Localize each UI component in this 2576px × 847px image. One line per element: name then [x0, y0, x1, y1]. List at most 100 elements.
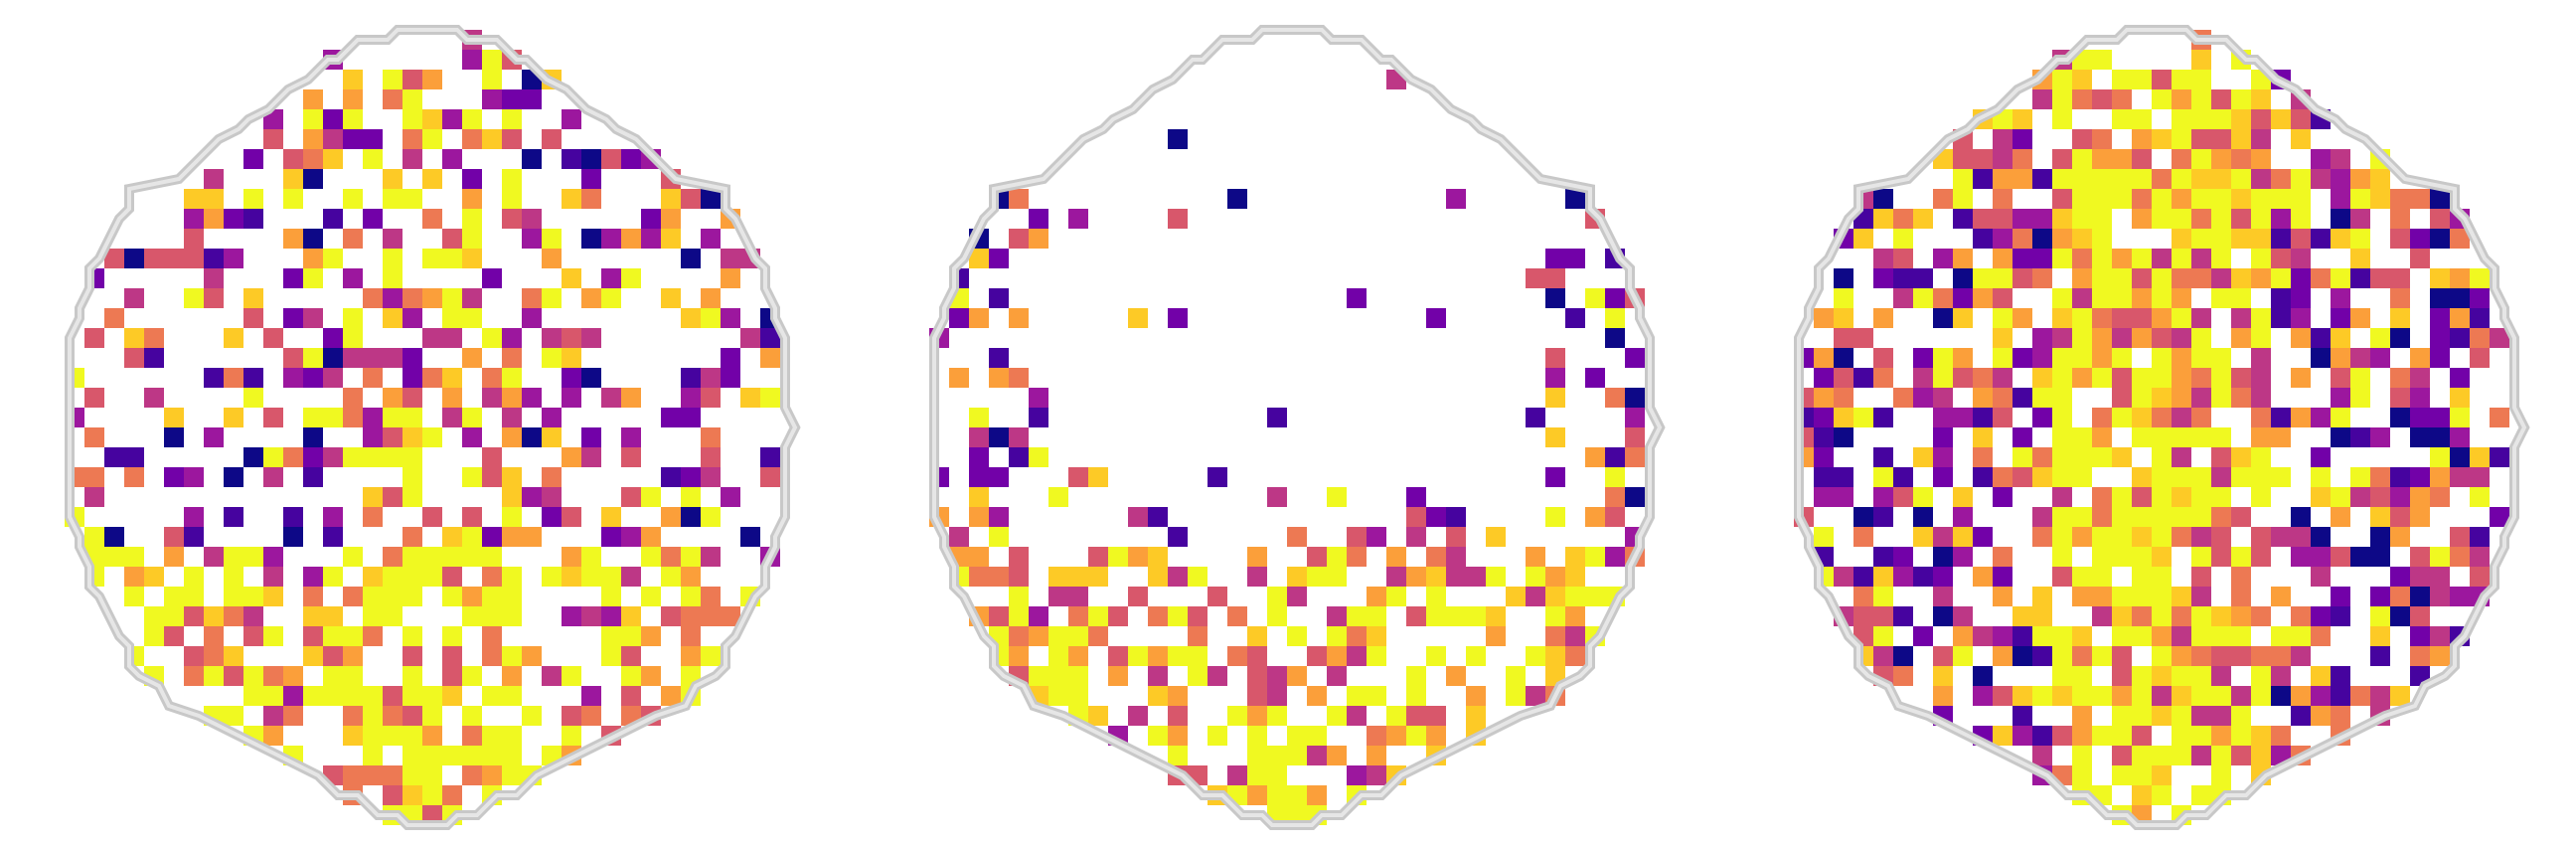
activation-voxel — [144, 567, 164, 587]
activation-voxel — [2092, 149, 2112, 169]
activation-voxel — [2152, 587, 2172, 606]
activation-voxel — [2450, 547, 2470, 567]
activation-voxel — [1973, 686, 1993, 706]
activation-voxel — [1973, 388, 1993, 408]
activation-voxel — [462, 189, 482, 209]
activation-voxel — [2152, 686, 2172, 706]
activation-voxel — [2331, 606, 2350, 626]
activation-voxel — [2092, 606, 2112, 626]
activation-voxel — [2331, 229, 2350, 249]
activation-voxel — [1873, 308, 1893, 328]
activation-voxel — [1993, 388, 2012, 408]
activation-voxel — [303, 567, 323, 587]
activation-voxel — [760, 348, 780, 368]
activation-voxel — [383, 89, 402, 109]
activation-voxel — [323, 666, 343, 686]
activation-voxel — [2370, 487, 2390, 507]
activation-voxel — [1188, 626, 1208, 646]
activation-voxel — [1426, 706, 1446, 726]
activation-voxel — [2430, 567, 2450, 587]
activation-voxel — [1814, 348, 1834, 368]
activation-voxel — [2450, 328, 2470, 348]
activation-voxel — [2251, 129, 2271, 149]
activation-voxel — [1048, 666, 1068, 686]
activation-voxel — [2152, 348, 2172, 368]
activation-voxel — [482, 765, 502, 785]
activation-voxel — [263, 726, 283, 746]
activation-voxel — [1466, 606, 1486, 626]
activation-voxel — [383, 388, 402, 408]
activation-voxel — [562, 726, 581, 746]
activation-voxel — [2311, 606, 2331, 626]
activation-voxel — [1933, 567, 1953, 587]
activation-voxel — [84, 427, 104, 447]
activation-voxel — [1486, 626, 1506, 646]
activation-voxel — [2331, 706, 2350, 726]
activation-voxel — [1486, 567, 1506, 587]
activation-voxel — [2470, 288, 2490, 308]
activation-voxel — [204, 249, 224, 268]
activation-voxel — [1426, 567, 1446, 587]
activation-voxel — [1307, 726, 1327, 746]
activation-voxel — [2331, 547, 2350, 567]
activation-voxel — [2410, 189, 2430, 209]
activation-voxel — [2092, 229, 2112, 249]
activation-voxel — [969, 408, 989, 427]
activation-voxel — [2311, 348, 2331, 368]
activation-voxel — [243, 368, 263, 388]
activation-voxel — [641, 527, 661, 547]
activation-voxel — [621, 646, 641, 666]
activation-voxel — [2430, 268, 2450, 288]
activation-voxel — [323, 368, 343, 388]
activation-voxel — [2430, 288, 2450, 308]
activation-voxel — [482, 567, 502, 587]
activation-voxel — [462, 129, 482, 149]
activation-voxel — [2191, 547, 2211, 567]
activation-voxel — [482, 328, 502, 348]
activation-voxel — [969, 507, 989, 527]
activation-voxel — [2350, 268, 2370, 288]
activation-voxel — [402, 746, 422, 765]
activation-voxel — [2311, 547, 2331, 567]
activation-voxel — [562, 507, 581, 527]
activation-voxel — [2132, 427, 2152, 447]
activation-voxel — [1605, 467, 1625, 487]
activation-voxel — [1148, 507, 1168, 527]
activation-voxel — [1545, 388, 1565, 408]
activation-voxel — [1168, 308, 1188, 328]
activation-voxel — [2112, 527, 2132, 547]
activation-voxel — [502, 686, 522, 706]
activation-voxel — [283, 268, 303, 288]
activation-voxel — [2231, 567, 2251, 587]
activation-voxel — [2092, 348, 2112, 368]
activation-voxel — [2450, 467, 2470, 487]
activation-voxel — [2052, 527, 2072, 547]
activation-voxel — [601, 626, 621, 646]
activation-voxel — [383, 587, 402, 606]
activation-voxel — [1993, 268, 2012, 288]
brain-slice-3 — [1794, 25, 2530, 830]
activation-voxel — [2032, 209, 2052, 229]
activation-voxel — [323, 606, 343, 626]
activation-voxel — [2231, 746, 2251, 765]
activation-voxel — [442, 328, 462, 348]
activation-voxel — [1188, 606, 1208, 626]
activation-voxel — [204, 547, 224, 567]
activation-voxel — [2092, 268, 2112, 288]
activation-voxel — [442, 646, 462, 666]
activation-voxel — [2152, 527, 2172, 547]
activation-voxel — [1953, 249, 1973, 268]
activation-voxel — [2390, 189, 2410, 209]
activation-voxel — [442, 149, 462, 169]
activation-voxel — [164, 249, 184, 268]
activation-voxel — [2152, 467, 2172, 487]
activation-voxel — [1545, 427, 1565, 447]
activation-voxel — [2152, 785, 2172, 805]
activation-voxel — [303, 467, 323, 487]
activation-voxel — [1128, 547, 1148, 567]
activation-voxel — [2172, 209, 2191, 229]
activation-voxel — [2231, 209, 2251, 229]
activation-voxel — [383, 765, 402, 785]
activation-voxel — [1406, 507, 1426, 527]
activation-voxel — [184, 587, 204, 606]
